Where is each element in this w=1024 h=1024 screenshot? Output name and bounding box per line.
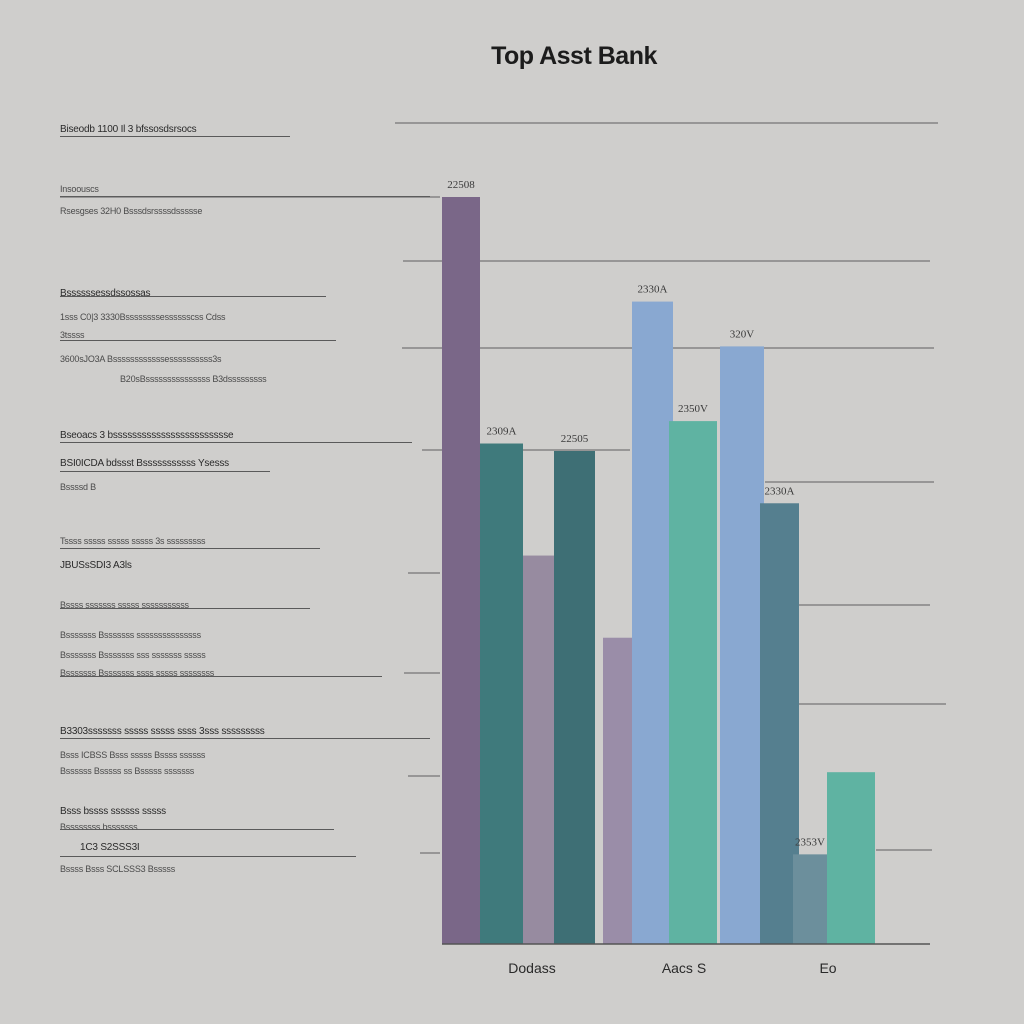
annotation-line: 1sss C0|3 3330Bssssssssesssssscss Cdss [60, 312, 226, 322]
category-label: Aacs S [662, 960, 706, 976]
bar [480, 443, 523, 944]
annotation-line: B3303sssssss sssss sssss ssss 3sss sssss… [60, 726, 265, 737]
bar [554, 450, 595, 944]
annotation-line: Bssss Bsss SCLSSS3 Bsssss [60, 864, 176, 874]
bar-value-label: 2330A [765, 485, 795, 497]
bar [523, 555, 554, 944]
annotation-divider [60, 548, 320, 549]
annotation-line: Bseoacs 3 bsssssssssssssssssssssssse [60, 430, 234, 441]
annotation-line: Bsssssss Bsssssss sss sssssss sssss [60, 650, 206, 660]
annotation-divider [60, 136, 290, 137]
annotation-divider [60, 829, 334, 830]
bar [603, 637, 633, 944]
bar-value-label: 2353V [795, 836, 825, 848]
bar [827, 772, 875, 944]
annotation-line: Insoouscs [60, 184, 99, 194]
category-labels: Dodass Aacs S Eo [508, 960, 837, 976]
bar-value-label: 22508 [447, 179, 475, 191]
annotation-divider [60, 856, 356, 857]
category-label: Dodass [508, 960, 555, 976]
value-labels: 22508 2309A 22505 2330A 2350V 320V 2330A 2353V [447, 179, 825, 848]
annotation-line: 3tssss [60, 330, 85, 340]
annotation-line: JBUSsSDI3 A3ls [60, 560, 132, 571]
annotation-line: 3600sJO3A Bssssssssssssessssssssss3s [60, 354, 222, 364]
bar [442, 197, 480, 944]
annotation-panel: Biseodb 1100 Il 3 bfssosdsrsocs Insoouscs… [0, 0, 440, 1024]
annotation-line: Bssss sssssss sssss sssssssssss [60, 600, 189, 610]
annotation-line: Bsss bssss ssssss sssss [60, 806, 166, 817]
bar [793, 854, 827, 944]
annotation-line: Bssssssessdssossas [60, 288, 151, 299]
annotation-line: Bsssssss Bsssssss sssssssssssssss [60, 630, 201, 640]
bar [632, 301, 673, 945]
annotation-divider [60, 738, 430, 739]
bar-value-label: 2309A [487, 426, 517, 438]
annotation-divider [60, 608, 310, 609]
annotation-line: Bssssd B [60, 482, 96, 492]
annotation-divider [60, 296, 326, 297]
annotation-divider [60, 676, 382, 677]
annotation-line: Bssssss Bsssss ss Bsssss sssssss [60, 766, 195, 776]
bar [760, 503, 799, 944]
annotation-line: B20sBsssssssssssssss B3dsssssssss [120, 374, 267, 384]
annotation-divider [60, 471, 270, 472]
annotation-line: Tssss sssss sssss sssss 3s sssssssss [60, 536, 206, 546]
annotation-divider [60, 442, 412, 443]
annotation-line: Rsesgses 32H0 Bsssdsrssssdssssse [60, 206, 203, 216]
chart-title: Top Asst Bank [491, 42, 657, 70]
annotation-divider [60, 340, 336, 341]
annotation-line: 1C3 S2SSS3I [80, 842, 140, 853]
annotation-line: Bssssssss bsssssss [60, 822, 138, 832]
annotation-line: BSI0ICDA bdssst Bsssssssssss Ysesss [60, 458, 229, 469]
annotation-line: Bsss ICBSS Bsss sssss Bssss ssssss [60, 750, 206, 760]
bar-value-label: 2350V [678, 403, 708, 415]
bar-value-label: 2330A [638, 284, 668, 296]
bar-value-label: 22505 [561, 433, 589, 445]
annotation-line: Biseodb 1100 Il 3 bfssosdsrsocs [60, 124, 197, 135]
bars [442, 197, 875, 945]
annotation-line: Bsssssss Bsssssss ssss sssss ssssssss [60, 668, 215, 678]
bar [720, 346, 764, 944]
bar-value-label: 320V [730, 328, 755, 340]
bar [669, 421, 717, 945]
category-label: Eo [819, 960, 836, 976]
